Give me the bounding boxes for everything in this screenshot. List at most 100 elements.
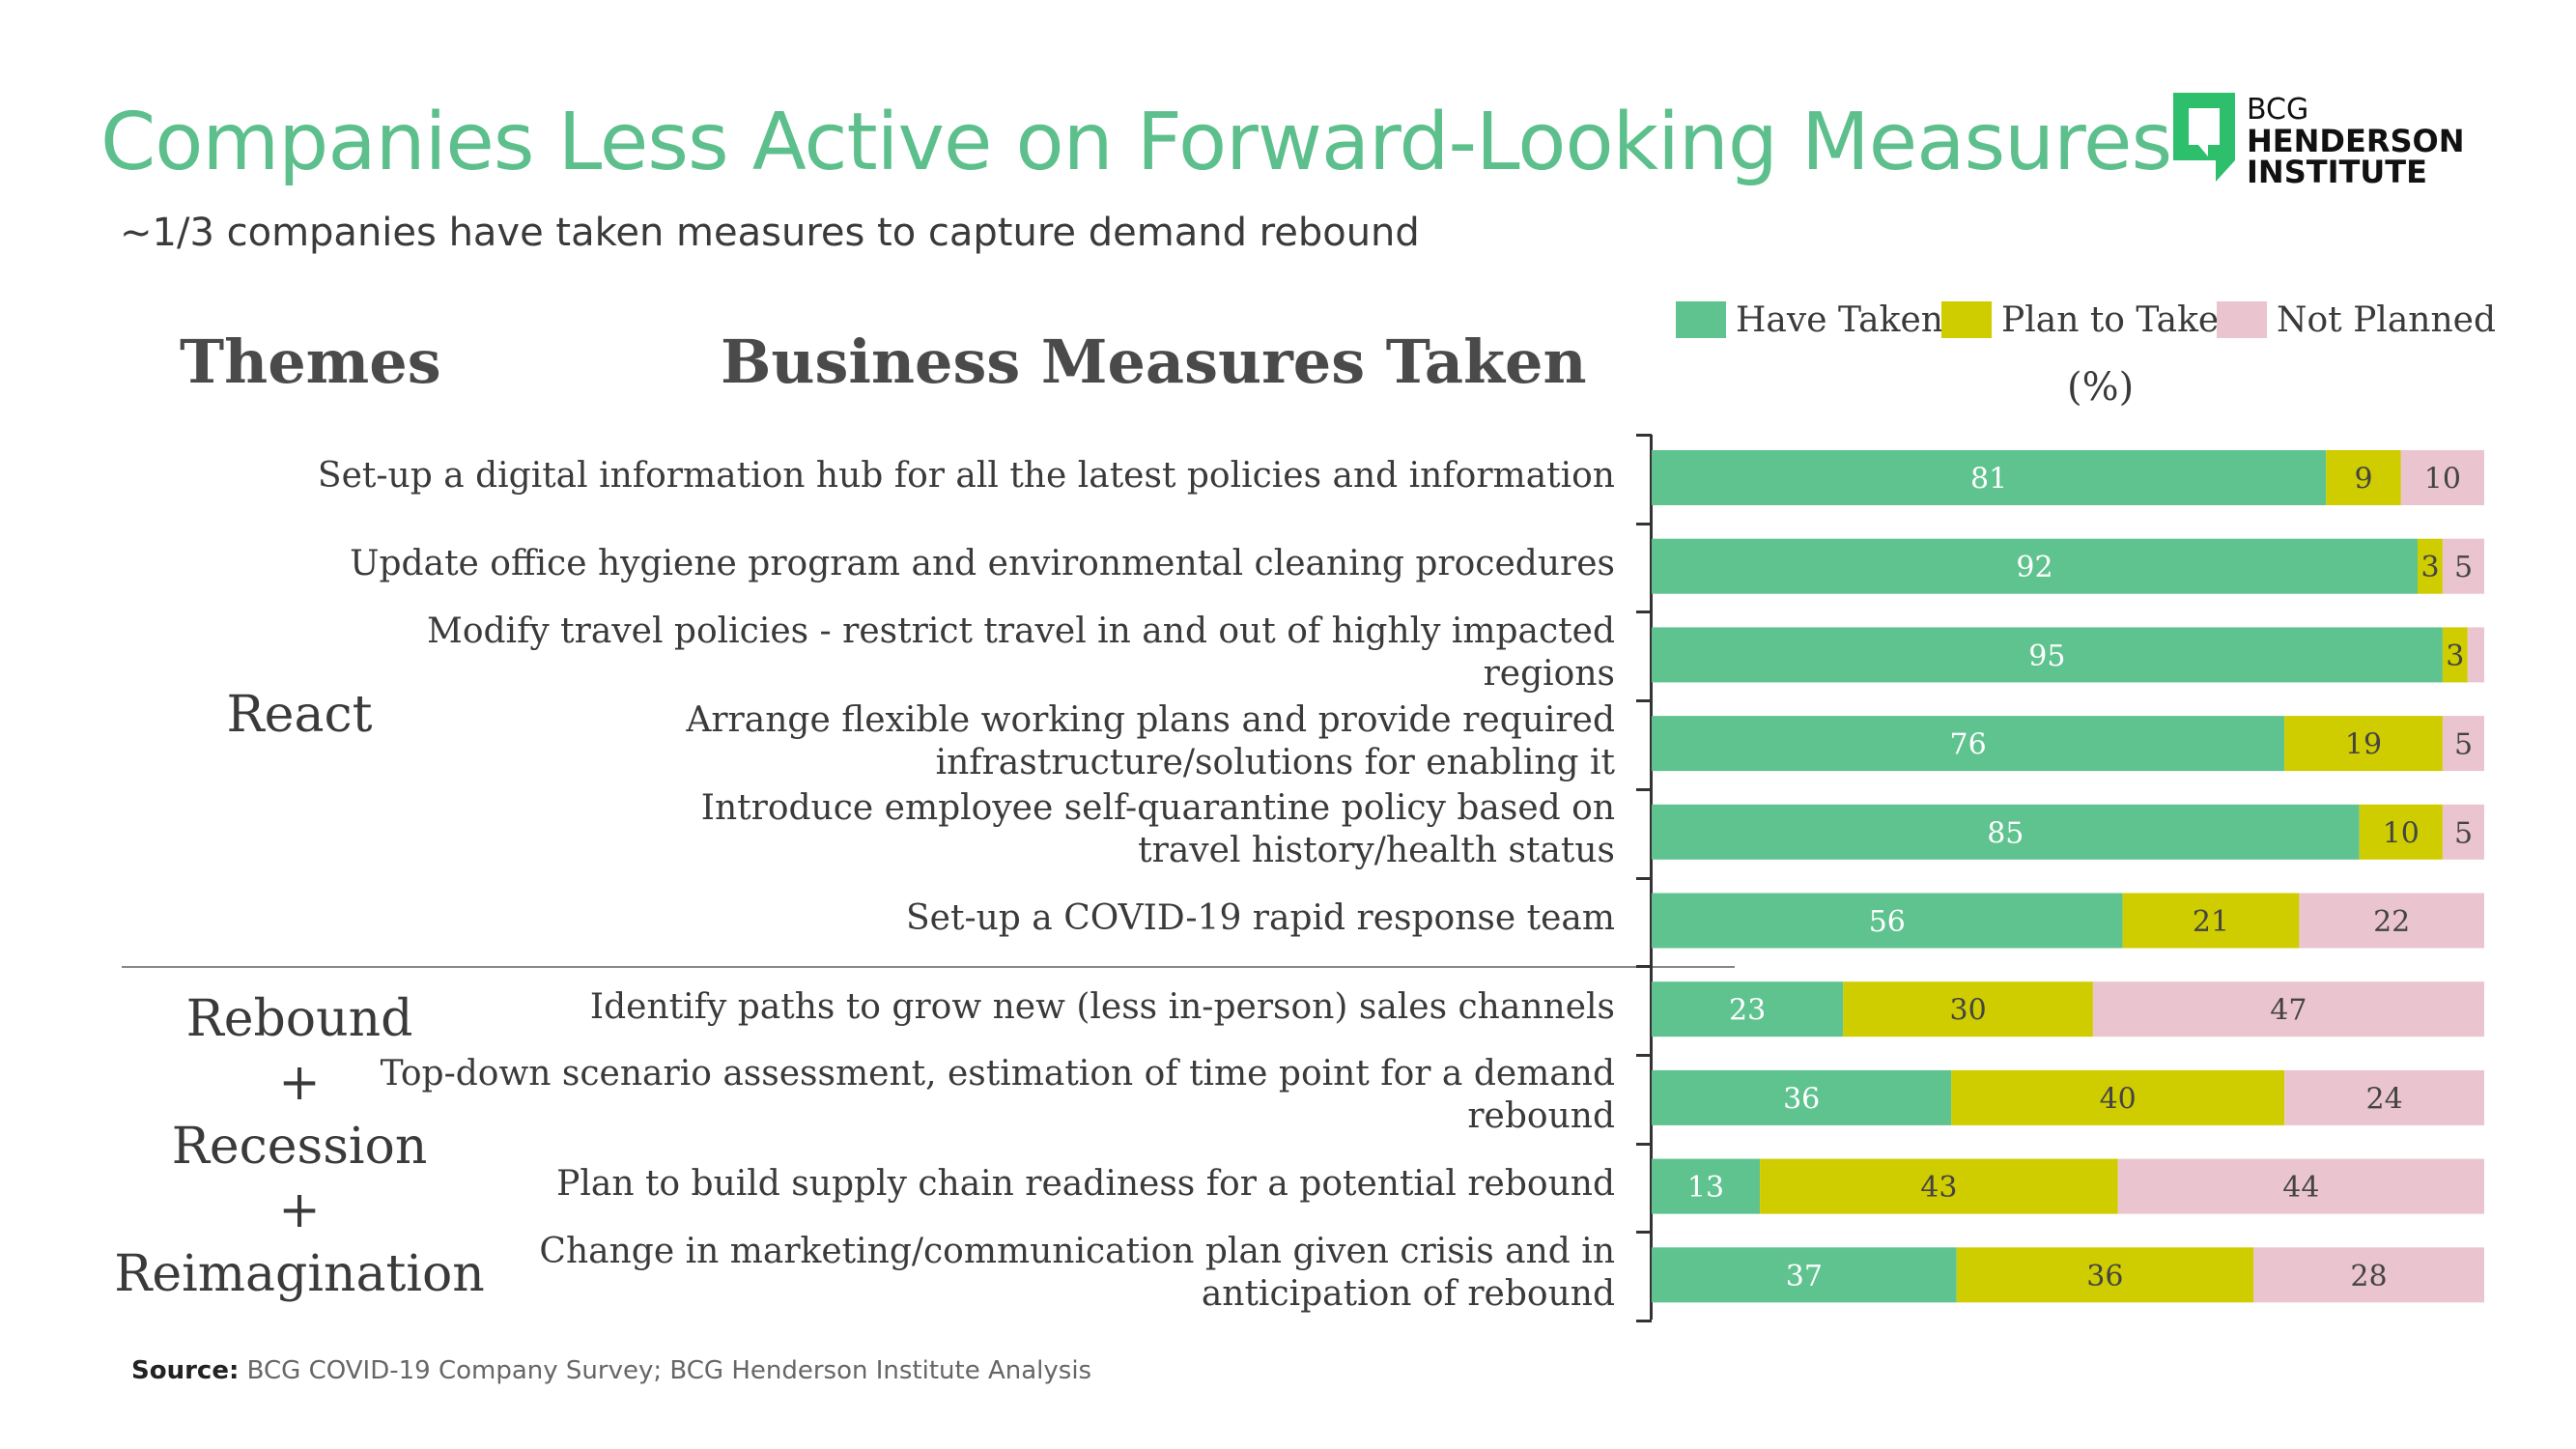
bar-segment-have-taken: [1652, 538, 2418, 594]
measure-label-line: Arrange flexible working plans and provi…: [686, 699, 1615, 740]
axis-tick: [1636, 1053, 1652, 1057]
measure-label: Update office hygiene program and enviro…: [350, 543, 1615, 585]
bar-segment-have-taken: [1652, 450, 2327, 505]
logo-line-1: BCG: [2247, 93, 2309, 127]
measure-label-line: rebound: [1467, 1096, 1615, 1137]
bar-data-label: 92: [2016, 551, 2052, 584]
axis-tick: [1636, 522, 1652, 526]
page-title: Companies Less Active on Forward-Looking…: [100, 97, 2172, 188]
bar-data-label: 76: [1950, 728, 1987, 762]
measure-label: Change in marketing/communication plan g…: [539, 1231, 1615, 1316]
bar-data-label: 10: [2383, 816, 2420, 850]
bar-data-label: 37: [1786, 1260, 1823, 1293]
bar-segment-not-planned: [2442, 804, 2484, 860]
theme-line: +: [278, 1054, 321, 1112]
bcg-henderson-logo: BCG HENDERSON INSTITUTE: [2173, 93, 2482, 190]
legend-swatch-plan-to-take: [1941, 301, 1992, 338]
bar-data-label: 23: [1729, 994, 1766, 1028]
bar-segment-have-taken: [1652, 627, 2443, 683]
legend-label-have-taken: Have Taken: [1736, 300, 1943, 340]
bar-data-label: 21: [2193, 905, 2229, 939]
theme-react: React: [226, 686, 373, 744]
theme-line: +: [278, 1181, 321, 1239]
axis-tick: [1636, 434, 1652, 437]
logo-line-3: INSTITUTE: [2247, 154, 2427, 190]
bar-segment-plan-to-take: [2122, 893, 2300, 949]
measure-label: Set-up a COVID-19 rapid response team: [906, 897, 1615, 940]
bar-data-label: 3: [2420, 551, 2439, 584]
axis-tick: [1636, 787, 1652, 791]
bar-segment-plan-to-take: [2418, 538, 2443, 594]
theme-line: Reimagination: [114, 1245, 485, 1303]
bar-data-label: 40: [2100, 1082, 2137, 1116]
bar-data-label: 19: [2345, 728, 2382, 762]
bar-segment-not-planned: [2400, 450, 2484, 505]
bar-data-label: 56: [1869, 905, 1906, 939]
measure-label-line: Modify travel policies - restrict travel…: [426, 611, 1615, 651]
source-note: Source: BCG COVID-19 Company Survey; BCG…: [131, 1356, 1091, 1385]
measure-label-line: Introduce employee self-quarantine polic…: [700, 788, 1615, 829]
bar-data-label: 30: [1950, 994, 1987, 1028]
measure-label-line: Identify paths to grow new (less in-pers…: [589, 986, 1615, 1027]
bar-data-label: 24: [2366, 1082, 2403, 1116]
theme-line: Rebound: [185, 990, 413, 1048]
measure-label-line: regions: [1483, 653, 1615, 694]
axis-tick: [1636, 1142, 1652, 1146]
legend-label-not-planned: Not Planned: [2277, 300, 2497, 340]
unit-label: (%): [2067, 365, 2135, 410]
measure-label-line: Change in marketing/communication plan g…: [539, 1231, 1615, 1271]
legend-label-plan-to-take: Plan to Take: [2001, 300, 2220, 340]
bar-data-label: 81: [1970, 463, 2007, 497]
measure-label-line: Plan to build supply chain readiness for…: [556, 1164, 1615, 1205]
bar-data-label: 44: [2282, 1171, 2319, 1205]
bar-segment-not-planned: [2117, 1158, 2484, 1214]
bar-data-label: 13: [1687, 1171, 1724, 1205]
bar-segment-plan-to-take: [1951, 1069, 2285, 1125]
measures-header: Business Measures Taken: [721, 327, 1587, 397]
bar-segment-have-taken: [1652, 1158, 1761, 1214]
page-subtitle: ~1/3 companies have taken measures to ca…: [120, 211, 1420, 255]
bcg-logo-icon: [2173, 93, 2235, 182]
bar-data-label: 9: [2354, 463, 2372, 497]
measure-label-line: anticipation of rebound: [1201, 1273, 1615, 1314]
measure-label: Top-down scenario assessment, estimation…: [381, 1053, 1615, 1138]
bar-segment-have-taken: [1652, 893, 2123, 949]
bar-segment-have-taken: [1652, 981, 1844, 1037]
bar-data-label: 36: [2086, 1260, 2123, 1293]
bar-segment-not-planned: [2442, 538, 2484, 594]
measure-label-line: Top-down scenario assessment, estimation…: [380, 1054, 1615, 1094]
bar-segment-plan-to-take: [1760, 1158, 2118, 1214]
measure-label: Identify paths to grow new (less in-pers…: [590, 986, 1615, 1029]
bar-segment-plan-to-take: [2359, 804, 2443, 860]
measure-label-line: Set-up a digital information hub for all…: [317, 455, 1615, 496]
themes-header: Themes: [180, 327, 441, 397]
bar-segment-have-taken: [1652, 1069, 1952, 1125]
bar-data-label: 5: [2454, 728, 2473, 762]
bar-segment-not-planned: [2284, 1069, 2484, 1125]
bar-segment-plan-to-take: [2326, 450, 2401, 505]
theme-divider: [122, 966, 1735, 968]
bar-data-label: 3: [2446, 639, 2464, 673]
bar-data-label: 5: [2454, 816, 2473, 850]
bar-segment-plan-to-take: [2284, 716, 2443, 772]
bar-segment-have-taken: [1652, 1247, 1957, 1303]
measure-label-line: infrastructure/solutions for enabling it: [935, 742, 1615, 782]
axis-tick: [1636, 1231, 1652, 1235]
bar-segment-plan-to-take: [2442, 627, 2468, 683]
measure-label: Set-up a digital information hub for all…: [318, 455, 1615, 497]
bar-segment-plan-to-take: [1956, 1247, 2253, 1303]
axis-tick: [1636, 699, 1652, 703]
theme-rebound-recession-reimagination: Rebound + Recession + Reimagination: [87, 987, 512, 1306]
axis-tick: [1636, 1320, 1652, 1322]
bar-segment-have-taken: [1652, 804, 2360, 860]
measure-label-line: travel history/health status: [1138, 831, 1615, 871]
logo-line-2: HENDERSON: [2247, 123, 2465, 159]
axis-tick: [1636, 611, 1652, 614]
bar-data-label: 43: [1920, 1171, 1957, 1205]
bar-data-label: 95: [2028, 639, 2065, 673]
bar-segment-not-planned: [2442, 716, 2484, 772]
measure-label-line: Update office hygiene program and enviro…: [350, 544, 1615, 584]
measure-label-line: Set-up a COVID-19 rapid response team: [906, 898, 1615, 938]
bar-data-label: 5: [2454, 551, 2473, 584]
